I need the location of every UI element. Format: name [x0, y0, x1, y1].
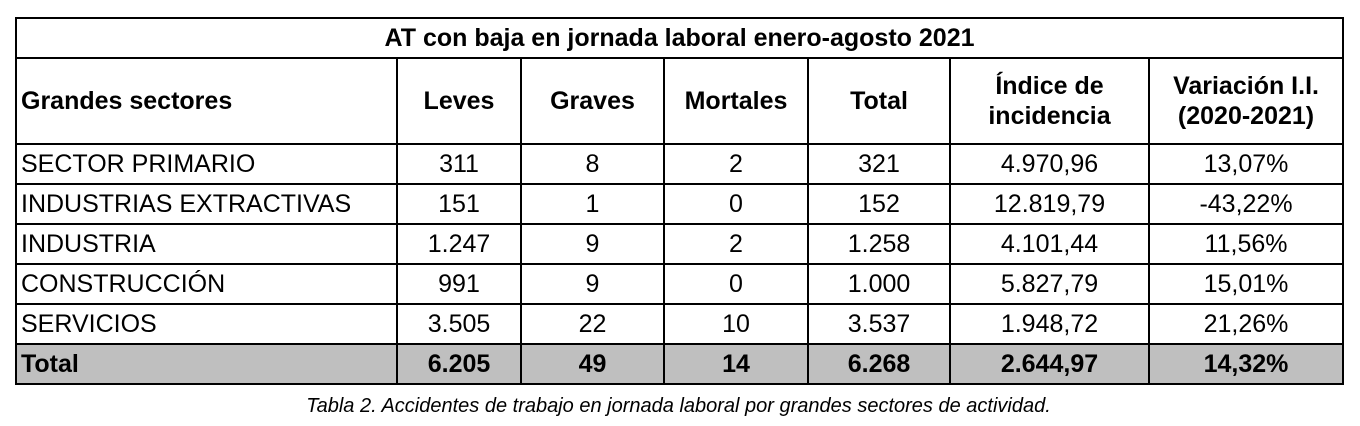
header-indice: Índice de incidencia — [949, 57, 1150, 145]
cell-sector: SECTOR PRIMARIO — [15, 143, 398, 185]
cell-graves: 8 — [520, 143, 665, 185]
cell-variacion: 13,07% — [1147, 143, 1345, 185]
cell-mortales: 2 — [663, 223, 809, 265]
header-leves: Leves — [396, 57, 522, 145]
table-row: INDUSTRIA 1.247 9 2 1.258 4.101,44 11,56… — [15, 223, 1345, 265]
table-caption: Tabla 2. Accidentes de trabajo en jornad… — [306, 395, 1051, 417]
cell-mortales: 2 — [663, 143, 809, 185]
cell-graves: 9 — [520, 223, 665, 265]
cell-variacion: -43,22% — [1147, 183, 1345, 225]
header-variacion: Variación I.I. (2020-2021) — [1147, 57, 1345, 145]
cell-total: 321 — [807, 143, 951, 185]
header-graves: Graves — [520, 57, 665, 145]
cell-variacion: 11,56% — [1147, 223, 1345, 265]
accident-table: AT con baja en jornada laboral enero-ago… — [14, 17, 1345, 385]
cell-sector: SERVICIOS — [15, 303, 398, 345]
header-indice-line2: incidencia — [988, 102, 1111, 130]
cell-total: 1.000 — [807, 263, 951, 305]
table-row: CONSTRUCCIÓN 991 9 0 1.000 5.827,79 15,0… — [15, 263, 1345, 305]
cell-total: 1.258 — [807, 223, 951, 265]
accident-table-container: AT con baja en jornada laboral enero-ago… — [14, 17, 1345, 385]
cell-leves: 151 — [396, 183, 522, 225]
total-indice: 2.644,97 — [949, 343, 1150, 385]
header-variacion-line1: Variación I.I. — [1173, 72, 1319, 100]
cell-indice: 12.819,79 — [949, 183, 1150, 225]
total-label: Total — [15, 343, 398, 385]
table-row: INDUSTRIAS EXTRACTIVAS 151 1 0 152 12.81… — [15, 183, 1345, 225]
cell-graves: 1 — [520, 183, 665, 225]
table-row: SECTOR PRIMARIO 311 8 2 321 4.970,96 13,… — [15, 143, 1345, 185]
cell-mortales: 0 — [663, 183, 809, 225]
cell-total: 3.537 — [807, 303, 951, 345]
header-mortales: Mortales — [663, 57, 809, 145]
cell-indice: 1.948,72 — [949, 303, 1150, 345]
total-mortales: 14 — [663, 343, 809, 385]
cell-indice: 4.970,96 — [949, 143, 1150, 185]
cell-leves: 1.247 — [396, 223, 522, 265]
table-row: SERVICIOS 3.505 22 10 3.537 1.948,72 21,… — [15, 303, 1345, 345]
cell-variacion: 15,01% — [1147, 263, 1345, 305]
header-indice-line1: Índice de — [995, 72, 1104, 100]
cell-leves: 991 — [396, 263, 522, 305]
header-sector: Grandes sectores — [15, 57, 398, 145]
total-leves: 6.205 — [396, 343, 522, 385]
table-title: AT con baja en jornada laboral enero-ago… — [14, 17, 1345, 59]
cell-indice: 4.101,44 — [949, 223, 1150, 265]
cell-sector: CONSTRUCCIÓN — [15, 263, 398, 305]
cell-mortales: 10 — [663, 303, 809, 345]
cell-leves: 311 — [396, 143, 522, 185]
cell-graves: 22 — [520, 303, 665, 345]
total-graves: 49 — [520, 343, 665, 385]
total-variacion: 14,32% — [1147, 343, 1345, 385]
cell-total: 152 — [807, 183, 951, 225]
total-row: Total 6.205 49 14 6.268 2.644,97 14,32% — [15, 343, 1345, 385]
header-total: Total — [807, 57, 951, 145]
cell-indice: 5.827,79 — [949, 263, 1150, 305]
cell-variacion: 21,26% — [1147, 303, 1345, 345]
cell-leves: 3.505 — [396, 303, 522, 345]
cell-sector: INDUSTRIAS EXTRACTIVAS — [15, 183, 398, 225]
cell-mortales: 0 — [663, 263, 809, 305]
header-variacion-line2: (2020-2021) — [1177, 102, 1315, 130]
total-total: 6.268 — [807, 343, 951, 385]
header-row: Grandes sectores Leves Graves Mortales T… — [15, 57, 1345, 145]
cell-graves: 9 — [520, 263, 665, 305]
cell-sector: INDUSTRIA — [15, 223, 398, 265]
